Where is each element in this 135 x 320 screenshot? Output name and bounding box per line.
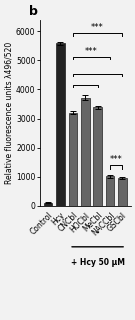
Text: ***: *** [85, 47, 98, 56]
Text: b: b [29, 5, 38, 18]
Bar [93, 108, 102, 206]
Bar [81, 98, 90, 206]
Y-axis label: Relative fluorescence units λ496/520: Relative fluorescence units λ496/520 [4, 42, 13, 184]
Bar [69, 113, 77, 206]
Text: ***: *** [110, 155, 123, 164]
Bar [106, 176, 114, 206]
Bar [118, 178, 127, 206]
Text: ***: *** [91, 23, 104, 32]
Text: + Hcy 50 μM: + Hcy 50 μM [71, 258, 125, 267]
Bar [44, 203, 52, 206]
Bar [56, 44, 65, 206]
